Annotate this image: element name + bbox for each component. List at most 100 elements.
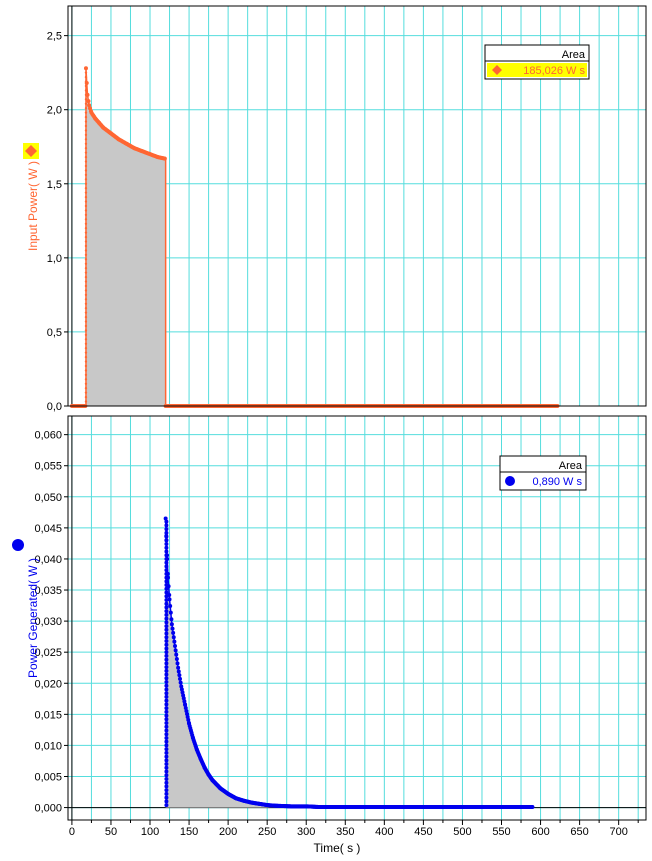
plot-frame — [67, 5, 647, 407]
data-point — [84, 102, 88, 105]
data-point — [84, 138, 88, 141]
legend-diamond-icon — [492, 65, 502, 75]
legend-header: Area — [559, 460, 583, 472]
data-point — [164, 691, 169, 696]
data-point — [179, 687, 184, 692]
data-point — [164, 564, 169, 569]
data-point — [164, 631, 169, 636]
data-point — [164, 571, 169, 576]
data-point — [84, 227, 88, 230]
data-point — [180, 690, 185, 695]
data-point — [177, 673, 182, 678]
data-point — [164, 530, 169, 535]
data-point — [164, 698, 169, 703]
data-point — [164, 609, 169, 614]
x-tick-label: 200 — [219, 826, 237, 838]
x-tick-label: 150 — [180, 826, 198, 838]
data-point — [84, 129, 88, 132]
data-point — [84, 311, 88, 314]
data-point — [84, 333, 88, 337]
data-point — [84, 262, 88, 265]
data-point — [84, 84, 88, 88]
data-point — [164, 795, 169, 800]
data-point — [167, 597, 172, 602]
panel-top: 0,0 0,5 1,0 1,5 2,0 2,5 Input Power( W ) Area 18… — [23, 5, 647, 413]
data-point — [84, 395, 88, 399]
data-point — [173, 648, 178, 653]
x-tick-label: 300 — [297, 826, 315, 838]
y-tick-label: 0,020 — [34, 678, 62, 690]
data-point — [86, 99, 91, 104]
data-point — [164, 676, 169, 681]
x-tick-label: 700 — [609, 826, 627, 838]
data-point — [84, 147, 88, 150]
y-tick-label: 0,060 — [34, 430, 62, 442]
data-point — [171, 630, 176, 635]
panel-bottom: 0,000 0,005 0,010 0,015 0,020 0,025 0,030 0,035… — [12, 415, 647, 855]
data-point — [164, 702, 169, 707]
data-point — [84, 124, 88, 128]
data-point — [84, 382, 88, 385]
data-point — [84, 284, 88, 288]
data-point — [164, 519, 169, 524]
y-tick-label: 0,040 — [34, 554, 62, 566]
data-point — [182, 699, 187, 704]
data-point — [84, 351, 88, 354]
data-point — [164, 747, 169, 752]
data-point — [530, 804, 535, 809]
data-point — [170, 626, 175, 631]
x-tick-label: 450 — [414, 826, 432, 838]
data-point — [84, 271, 88, 274]
data-point — [84, 93, 88, 97]
x-tick-label: 500 — [453, 826, 471, 838]
data-point — [84, 133, 88, 137]
data-point — [164, 594, 169, 599]
data-point — [169, 617, 174, 622]
data-point — [84, 364, 88, 368]
y-tick-label: 0,0 — [47, 401, 62, 413]
data-point — [84, 222, 88, 225]
data-point — [84, 111, 88, 114]
x-tick-label: 600 — [531, 826, 549, 838]
x-tick-label: 250 — [258, 826, 276, 838]
data-point — [164, 620, 169, 625]
data-point — [178, 676, 183, 681]
data-point — [84, 253, 88, 257]
y-tick-label: 0,055 — [34, 461, 62, 473]
data-point — [164, 624, 169, 629]
data-point — [84, 71, 88, 74]
x-tick-label: 550 — [492, 826, 510, 838]
data-point — [164, 739, 169, 744]
data-point — [84, 89, 88, 92]
data-point — [164, 627, 169, 632]
data-point — [164, 553, 169, 558]
y-tick-label: 2,5 — [47, 31, 62, 43]
data-point — [84, 324, 88, 328]
data-point — [164, 743, 169, 748]
data-point — [84, 98, 88, 101]
y-axis-title: Power Generated( W ) — [26, 558, 40, 678]
data-point — [164, 545, 169, 550]
data-point — [173, 643, 178, 648]
legend-header: Area — [562, 49, 586, 61]
data-point — [185, 714, 190, 719]
data-point — [164, 780, 169, 785]
data-point — [162, 156, 167, 161]
shaded-area — [165, 518, 533, 808]
data-point — [164, 542, 169, 547]
legend-value: 0,890 W s — [532, 476, 582, 488]
data-point — [164, 672, 169, 677]
data-point — [164, 635, 169, 640]
data-point — [164, 661, 169, 666]
data-point — [164, 784, 169, 789]
data-point — [84, 275, 88, 279]
data-point — [164, 721, 169, 726]
data-point — [164, 575, 169, 580]
data-point — [164, 538, 169, 543]
data-point — [164, 534, 169, 539]
x-tick-label: 650 — [570, 826, 588, 838]
x-axis-title: Time( s ) — [314, 841, 361, 855]
data-point — [174, 657, 179, 662]
data-point — [164, 750, 169, 755]
data-point — [168, 610, 173, 615]
